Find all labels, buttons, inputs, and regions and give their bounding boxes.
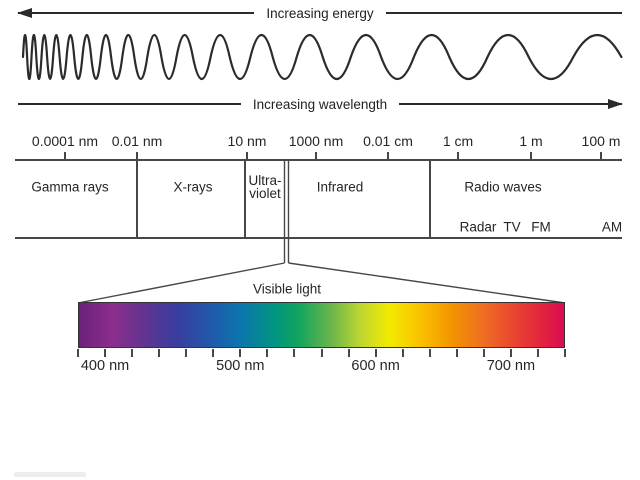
radio-subband-label: AM <box>601 219 623 235</box>
band-label: X-rays <box>173 179 213 195</box>
band-divider-line <box>244 161 246 237</box>
visible-axis-tick <box>266 349 269 357</box>
visible-axis-tick <box>347 349 350 357</box>
scale-label: 10 nm <box>227 133 267 149</box>
wavelength-arrow-line <box>18 103 241 105</box>
visible-axis-tick <box>293 349 296 357</box>
scale-label: 1000 nm <box>288 133 344 149</box>
band-label: Infrared <box>316 179 364 195</box>
visible-axis-tick <box>455 349 458 357</box>
scale-axis-line <box>15 159 622 161</box>
energy-arrow: Increasing energy <box>16 5 623 21</box>
scale-tick-mark <box>530 152 532 160</box>
visible-axis-tick <box>77 349 79 357</box>
visible-axis-tick <box>239 349 242 357</box>
band-label: Radio waves <box>464 179 542 195</box>
visible-axis-tick <box>509 349 512 357</box>
left-arrowhead-icon <box>16 8 255 18</box>
visible-light-label: Visible light <box>252 281 322 297</box>
scale-label: 0.01 nm <box>111 133 163 149</box>
visible-axis-tick <box>564 349 566 357</box>
scale-label: 0.01 cm <box>363 133 413 149</box>
visible-axis-tick <box>482 349 485 357</box>
band-label: Ultra- violet <box>248 173 282 201</box>
wavelength-arrow-label: Increasing wavelength <box>252 96 388 112</box>
visible-axis-tick <box>158 349 161 357</box>
energy-arrow-line <box>385 12 623 14</box>
scale-tick-mark <box>315 152 317 160</box>
visible-wavelength-label: 700 nm <box>486 358 536 374</box>
watermark-illegible <box>14 472 86 477</box>
right-arrowhead-icon <box>399 99 623 109</box>
visible-axis-tick <box>185 349 188 357</box>
em-wave-curve <box>21 33 623 81</box>
visible-spectrum-gradient-bar <box>78 302 565 348</box>
scale-label: 1 m <box>519 133 543 149</box>
scale-tick-mark <box>246 152 248 160</box>
scale-label: 0.0001 nm <box>31 133 99 149</box>
scale-label: 1 cm <box>442 133 474 149</box>
visible-axis-tick <box>428 349 431 357</box>
scale-tick-mark <box>64 152 66 160</box>
visible-axis-tick <box>401 349 404 357</box>
visible-axis-tick <box>131 349 134 357</box>
radio-subband-label: FM <box>531 219 551 235</box>
radio-subband-label: Radar <box>459 219 497 235</box>
band-divider-line <box>136 161 138 237</box>
visible-axis-tick <box>536 349 539 357</box>
visible-wavelength-label: 500 nm <box>216 358 265 374</box>
visible-axis-tick <box>374 349 377 357</box>
visible-axis-tick <box>104 349 107 357</box>
visible-axis-tick <box>212 349 215 357</box>
scale-label: 100 m <box>581 133 621 149</box>
energy-arrow-label: Increasing energy <box>266 5 374 21</box>
band-box-bottom-line <box>15 237 622 239</box>
visible-axis-tick <box>320 349 323 357</box>
scale-tick-mark <box>387 152 389 160</box>
scale-tick-mark <box>136 152 138 160</box>
scale-tick-mark <box>457 152 459 160</box>
scale-tick-mark <box>600 152 602 160</box>
band-divider-line <box>429 161 431 237</box>
visible-wavelength-label: 400 nm <box>80 358 130 374</box>
radio-subband-label: TV <box>503 219 521 235</box>
band-label: Gamma rays <box>31 179 109 195</box>
wavelength-arrow: Increasing wavelength <box>18 96 623 112</box>
visible-wavelength-label: 600 nm <box>351 358 400 374</box>
